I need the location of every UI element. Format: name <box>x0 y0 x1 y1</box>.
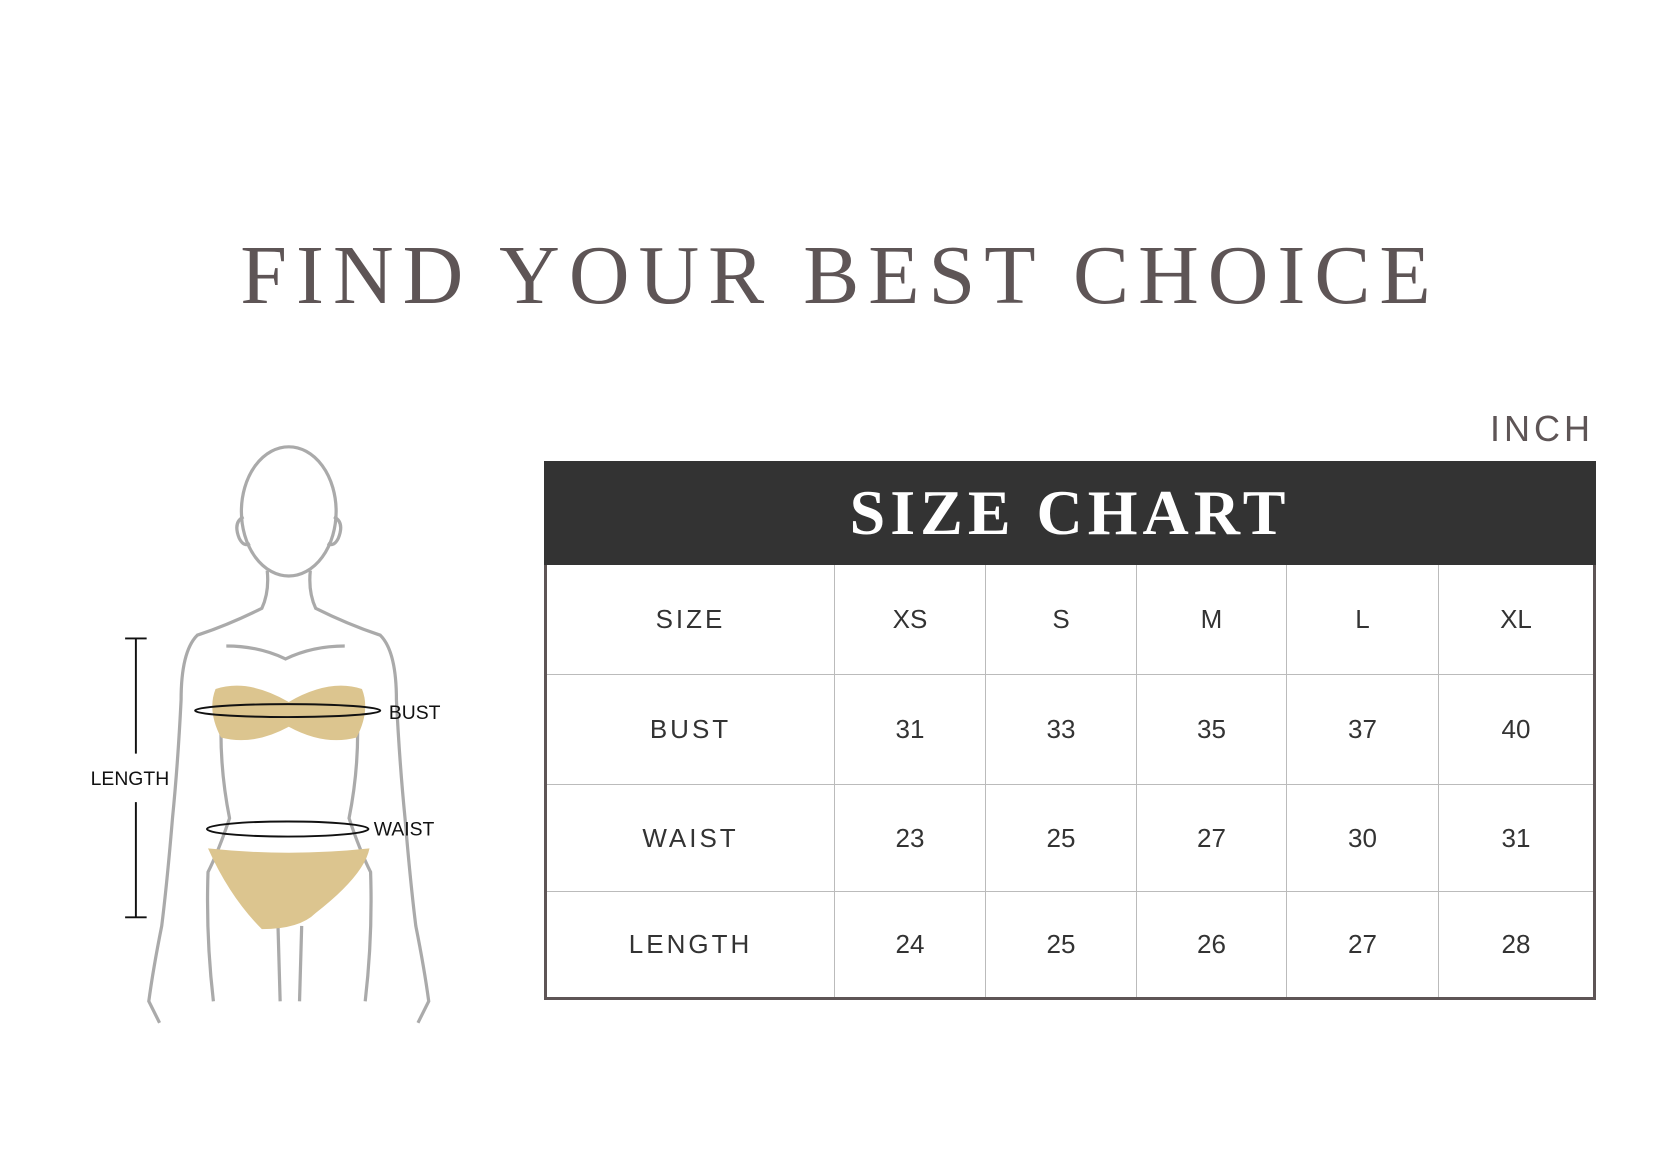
size-chart-table: SIZE CHART SIZE XS S M L XL BUST 31 33 3… <box>544 461 1596 1000</box>
unit-label: INCH <box>1490 408 1594 449</box>
body-outline <box>147 445 431 1024</box>
length-label: LENGTH <box>91 768 170 790</box>
table-cell: 26 <box>1136 892 1286 997</box>
table-row-length: LENGTH 24 25 26 27 28 <box>547 892 1593 997</box>
table-cell: 25 <box>985 785 1136 891</box>
size-s: S <box>985 565 1136 674</box>
size-xs: XS <box>834 565 985 674</box>
table-cell: 28 <box>1438 892 1593 997</box>
table-header-row: SIZE XS S M L XL <box>547 565 1593 675</box>
bust-label: BUST <box>389 702 441 724</box>
table-cell: 40 <box>1438 675 1593 784</box>
row-label: BUST <box>649 714 732 744</box>
table-cell: 23 <box>834 785 985 891</box>
row-label: WAIST <box>642 822 739 853</box>
table-row-waist: WAIST 23 25 27 30 31 <box>547 785 1593 892</box>
table-cell: 31 <box>1438 785 1593 891</box>
table-cell: 27 <box>1136 785 1286 891</box>
table-cell: 37 <box>1286 675 1438 784</box>
table-cell: 24 <box>834 892 985 997</box>
size-m: M <box>1136 565 1286 674</box>
table-cell: 33 <box>985 675 1136 784</box>
size-xl: XL <box>1438 565 1593 674</box>
table-cell: 35 <box>1136 675 1286 784</box>
table-cell: 27 <box>1286 892 1438 997</box>
table-cell: 30 <box>1286 785 1438 891</box>
table-cell: 31 <box>834 675 985 784</box>
header-label: SIZE <box>655 604 726 634</box>
size-chart-heading: SIZE CHART <box>544 461 1596 565</box>
page-title: FIND YOUR BEST CHOICE <box>240 229 1440 322</box>
size-l: L <box>1286 565 1438 674</box>
table-row-bust: BUST 31 33 35 37 40 <box>547 675 1593 785</box>
waist-label: WAIST <box>374 818 435 840</box>
measurement-lines <box>125 637 382 919</box>
garment-shapes <box>208 685 370 930</box>
row-label: LENGTH <box>628 929 753 959</box>
table-cell: 25 <box>985 892 1136 997</box>
